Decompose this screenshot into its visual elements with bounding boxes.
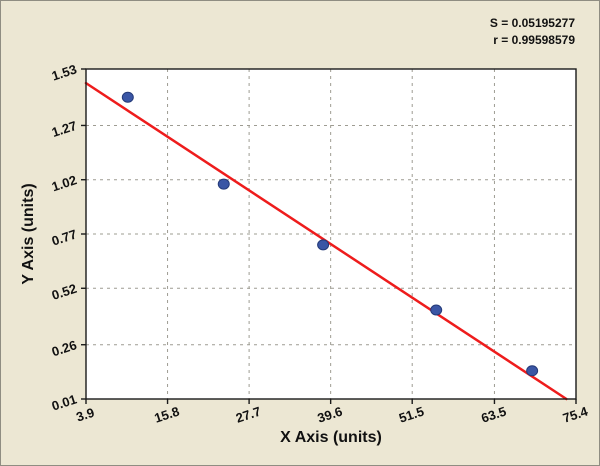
- data-point: [430, 304, 443, 316]
- data-point: [217, 178, 230, 190]
- x-axis-title: X Axis (units): [280, 429, 382, 446]
- x-tick-label: 15.8: [152, 404, 181, 426]
- x-tick-label: 27.7: [234, 404, 263, 426]
- y-tick-label: 0.52: [50, 281, 79, 303]
- data-point: [121, 91, 134, 103]
- y-tick-label: 1.27: [50, 118, 79, 140]
- fit-statistics: S = 0.05195277 r = 0.99598579: [490, 15, 575, 49]
- y-tick-label: 0.77: [50, 226, 79, 248]
- y-tick-label: 0.01: [50, 391, 79, 413]
- x-tick-label: 3.9: [74, 405, 96, 425]
- x-tick-label: 51.5: [397, 404, 426, 426]
- stat-s-value: S = 0.05195277: [489, 16, 575, 30]
- x-tick-label: 63.5: [479, 404, 508, 426]
- data-point: [317, 239, 330, 251]
- x-tick-label: 39.6: [316, 404, 345, 426]
- data-point: [526, 365, 539, 377]
- y-tick-label: 0.26: [50, 337, 79, 359]
- y-tick-label: 1.02: [50, 172, 79, 194]
- stat-r-value: r = 0.99598579: [493, 33, 575, 47]
- x-tick-label: 75.4: [561, 403, 590, 425]
- y-tick-label: 1.53: [50, 61, 79, 83]
